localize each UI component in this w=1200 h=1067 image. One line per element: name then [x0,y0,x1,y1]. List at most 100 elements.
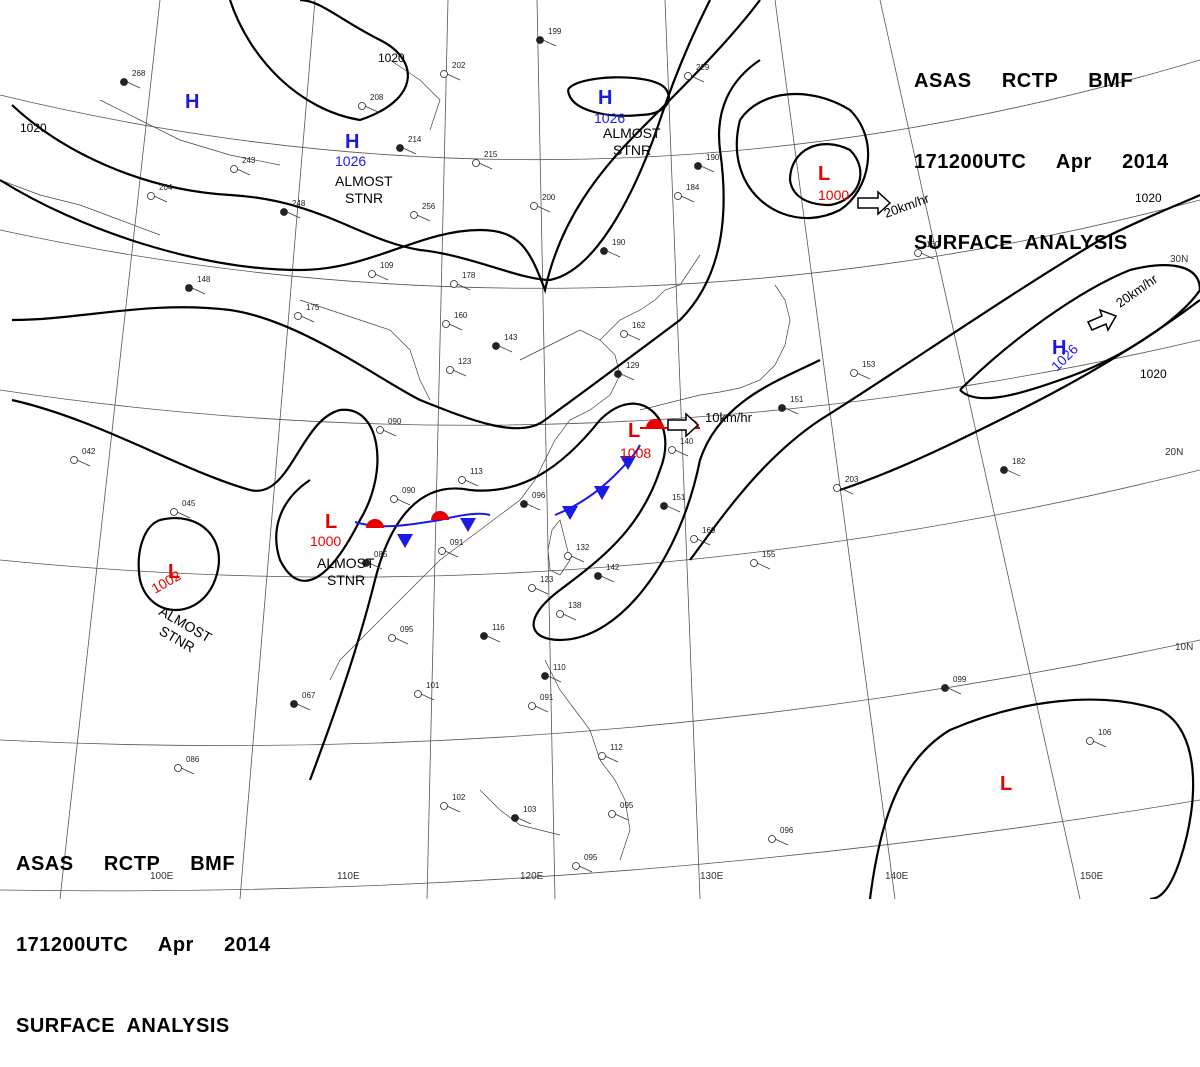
station-plot: 190 [600,238,626,258]
station-plot: 096 [520,491,546,511]
station-plot: 045 [170,499,196,519]
wind-barb [394,637,409,645]
station-circle [684,72,692,80]
station-pressure-value: 268 [132,69,146,78]
coastline-segment [639,284,791,411]
station-pressure-value: 090 [388,417,402,426]
station-circle [690,535,698,543]
coastline-segment [389,59,441,131]
station-circle [388,634,396,642]
station-plot: 106 [1086,728,1112,748]
warm-front-semicircle [431,511,449,520]
station-plot: 042 [70,447,96,467]
station-pressure-value: 112 [610,743,623,752]
station-plot: 208 [358,93,384,113]
station-circle [572,862,580,870]
parallel-line [0,59,1200,161]
station-circle [1000,466,1008,474]
low-pressure-center: L [628,420,640,442]
meridian-line [664,0,701,899]
station-plot: 142 [594,563,620,583]
station-circle [442,320,450,328]
station-pressure-value: 229 [696,63,710,72]
station-circle [594,572,602,580]
movement-arrow [857,190,892,216]
wind-barb [382,429,397,437]
station-pressure-value: 067 [302,691,316,700]
wind-barb [420,693,435,701]
station-plot: 143 [492,333,518,353]
coastline-segment [99,99,281,166]
wind-barb [153,195,168,203]
wind-barb [296,703,311,711]
parallel-line [0,469,1200,578]
wind-barb [180,767,195,775]
header-line-2: 171200UTC Apr 2014 [16,934,271,956]
station-circle [414,690,422,698]
station-pressure-value: 116 [492,623,505,632]
station-circle [674,192,682,200]
station-pressure-value: 178 [462,271,476,280]
wind-barb [680,195,695,203]
wind-barb [606,250,621,258]
lat-lon-grid [0,0,1200,899]
station-circle [750,559,758,567]
station-pressure-value: 096 [780,826,794,835]
station-circle [850,369,858,377]
station-pressure-value: 095 [584,853,598,862]
wind-barb [534,587,549,595]
station-plot: 095 [388,625,414,645]
station-pressure-value: 155 [762,550,776,559]
station-pressure-value: 142 [606,563,620,572]
station-circle [174,764,182,772]
wind-barb [456,283,471,291]
station-plot: 202 [440,61,466,81]
station-plot: 123 [446,357,472,377]
station-circle [70,456,78,464]
station-pressure-value: 106 [1098,728,1112,737]
station-circle [520,500,528,508]
station-circle [446,366,454,374]
station-plot: 101 [414,681,440,701]
station-pressure-value: 204 [159,183,173,192]
station-circle [668,446,676,454]
station-plot: 214 [396,135,422,155]
station-plot: 102 [440,793,466,813]
longitude-label: 110E [337,871,360,882]
wind-barb [856,372,871,380]
isobar-line [137,517,221,612]
station-plot: 243 [230,156,256,176]
station-circle [396,144,404,152]
low-pressure-center: L [168,561,180,583]
station-plot: 248 [280,199,306,219]
station-plot: 110 [541,663,566,683]
station-circle [280,208,288,216]
station-plot: 160 [914,240,940,260]
header-line-3: SURFACE ANALYSIS [914,232,1128,254]
station-plots: 199 202 208 214 215 200 190 178 160 143 123 113 096 0… [70,27,1112,873]
station-plot: 091 [528,693,554,713]
station-circle [438,547,446,555]
wind-barb [534,705,549,713]
station-plot: 160 [442,311,468,331]
wind-barb [620,373,635,381]
station-plot: 268 [120,69,146,89]
coastline-segment [599,254,701,341]
movement-arrow [667,412,700,438]
station-pressure-value: 143 [504,333,518,342]
wind-barb [191,287,206,295]
station-plot: 132 [564,543,590,563]
coastline-segment [329,329,621,681]
coastlines [0,59,791,861]
isobar-line [308,359,821,781]
wind-barb [578,865,593,873]
station-plot: 151 [778,395,804,415]
station-circle [530,202,538,210]
wind-barb [452,369,467,377]
station-circle [598,752,606,760]
wind-barb [666,505,681,513]
station-circle [290,700,298,708]
station-pressure-value: 091 [540,693,554,702]
station-pressure-value: 199 [548,27,562,36]
